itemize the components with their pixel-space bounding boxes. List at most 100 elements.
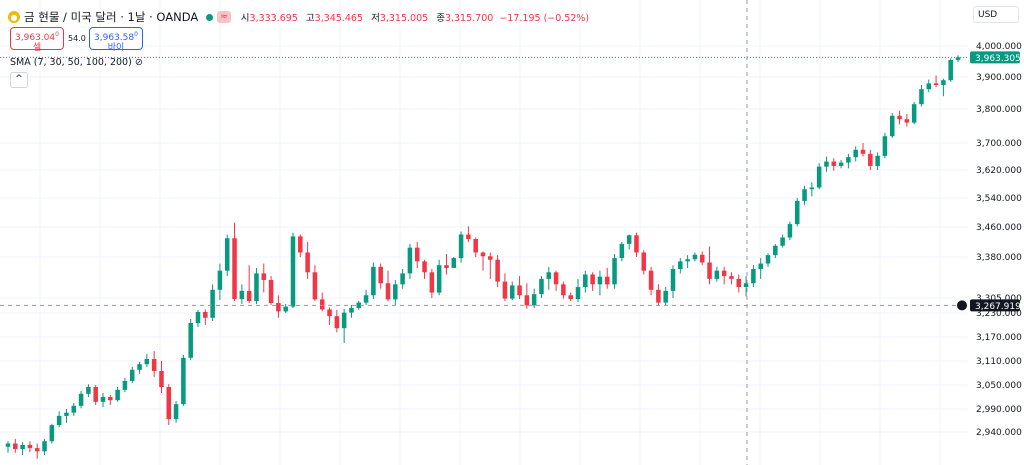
y-tick-label: 4,000.000: [976, 42, 1022, 52]
candle-body: [210, 289, 215, 318]
y-tick-label: 3,230.000: [976, 309, 1022, 319]
candle-body: [166, 387, 172, 420]
candle-body: [889, 115, 895, 137]
candle-body: [86, 387, 91, 394]
candle-body: [385, 283, 391, 300]
candle-body: [678, 261, 683, 270]
candle-body: [626, 235, 632, 244]
y-tick-label: 3,540.000: [976, 194, 1022, 204]
currency-selector[interactable]: USD: [973, 6, 1019, 23]
y-tick-label: 3,700.000: [976, 139, 1022, 149]
candle-body: [656, 289, 661, 303]
candle-body: [773, 245, 778, 256]
sell-price: 3,963.04: [15, 33, 56, 43]
candle-body: [122, 381, 128, 390]
y-tick-label: 3,110.000: [976, 357, 1022, 367]
candle-body: [56, 415, 62, 426]
candle-body: [34, 448, 40, 452]
buy-button[interactable]: 3,963.580 바이: [89, 27, 143, 53]
buy-label: 바이: [107, 43, 125, 53]
candle-body: [458, 234, 464, 259]
currency-label: USD: [978, 10, 998, 20]
candle-body: [473, 239, 478, 253]
crosshair-price-label: 3,267.919: [975, 302, 1021, 312]
candle-body: [663, 290, 668, 303]
close-value: 3,315.700: [444, 13, 494, 24]
candle-body: [670, 269, 676, 291]
sma-label: SMA (7, 30, 50, 100, 200): [10, 57, 132, 68]
candle-body: [151, 359, 157, 371]
low-value: 3,315.005: [379, 13, 429, 24]
candle-body: [641, 252, 647, 271]
candle-body: [897, 115, 902, 120]
sell-price-sup: 0: [55, 31, 59, 38]
candle-body: [319, 299, 325, 310]
candle-body: [268, 279, 274, 303]
candle-body: [707, 262, 712, 279]
candle-body: [261, 273, 267, 280]
y-tick-label: 3,620.000: [976, 166, 1022, 176]
candle-body: [714, 270, 720, 279]
candle-body: [371, 266, 376, 296]
last-price-label: 3,963.305: [975, 54, 1021, 64]
sell-button[interactable]: 3,963.040 셀: [10, 27, 64, 53]
candle-body: [531, 294, 537, 306]
candle-body: [93, 387, 98, 402]
candle-body: [597, 276, 603, 285]
candle-body: [356, 302, 362, 308]
symbol-header[interactable]: ● 금 현물 / 미국 달러 · 1날 · OANDA ≈ 시3,333.695…: [8, 9, 592, 25]
candle-body: [648, 270, 654, 290]
candle-body: [349, 308, 354, 313]
candle-body: [108, 397, 113, 401]
market-open-icon: [206, 13, 214, 21]
candle-body: [283, 306, 288, 312]
candle-body: [363, 295, 369, 303]
candle-body: [378, 266, 383, 284]
candle-body: [546, 272, 552, 279]
candle-body: [64, 412, 69, 416]
candle-body: [246, 290, 252, 301]
candle-body: [502, 281, 508, 299]
spread-value: 54.0: [68, 34, 86, 43]
candle-body: [429, 272, 435, 293]
y-tick-label: 2,940.000: [976, 428, 1022, 438]
candle-body: [941, 80, 946, 85]
candle-body: [699, 254, 705, 263]
candle-body: [787, 224, 793, 238]
candle-body: [5, 443, 11, 447]
candle-body: [181, 357, 186, 405]
candle-body: [509, 285, 515, 299]
candle-body: [743, 283, 749, 288]
candle-body: [20, 444, 25, 450]
y-tick-label: 2,990.000: [976, 405, 1022, 415]
gold-coin-icon: ●: [8, 11, 20, 23]
chevron-up-icon: ^: [15, 74, 23, 84]
candle-body: [495, 259, 500, 282]
candle-body: [568, 295, 573, 299]
candle-body: [232, 238, 237, 299]
candle-body: [612, 258, 617, 285]
candle-body: [327, 309, 332, 317]
last-price-tag: [970, 51, 1020, 64]
collapse-legend-button[interactable]: ^: [10, 72, 28, 88]
change-value: −17.195 (−0.52%): [499, 13, 590, 24]
candle-body: [692, 254, 698, 260]
crosshair-price-tag: [970, 299, 1020, 312]
high-value: 3,345.465: [314, 13, 364, 24]
y-tick-label: 3,800.000: [976, 105, 1022, 115]
candle-body: [933, 83, 939, 85]
hide-indicator-icon[interactable]: ⊘: [134, 57, 143, 68]
candle-body: [729, 276, 734, 279]
sma-indicator[interactable]: SMA (7, 30, 50, 100, 200) ⊘: [10, 57, 143, 68]
y-tick-label: 3,900.000: [976, 73, 1022, 83]
candle-body: [846, 157, 851, 163]
candle-body: [539, 278, 544, 295]
data-badge[interactable]: ≈: [217, 11, 231, 23]
candle-body: [115, 389, 120, 401]
candle-body: [604, 276, 610, 285]
candle-body: [129, 369, 135, 381]
candle-body: [298, 236, 303, 253]
candle-body: [100, 397, 106, 402]
candle-body: [860, 149, 866, 154]
